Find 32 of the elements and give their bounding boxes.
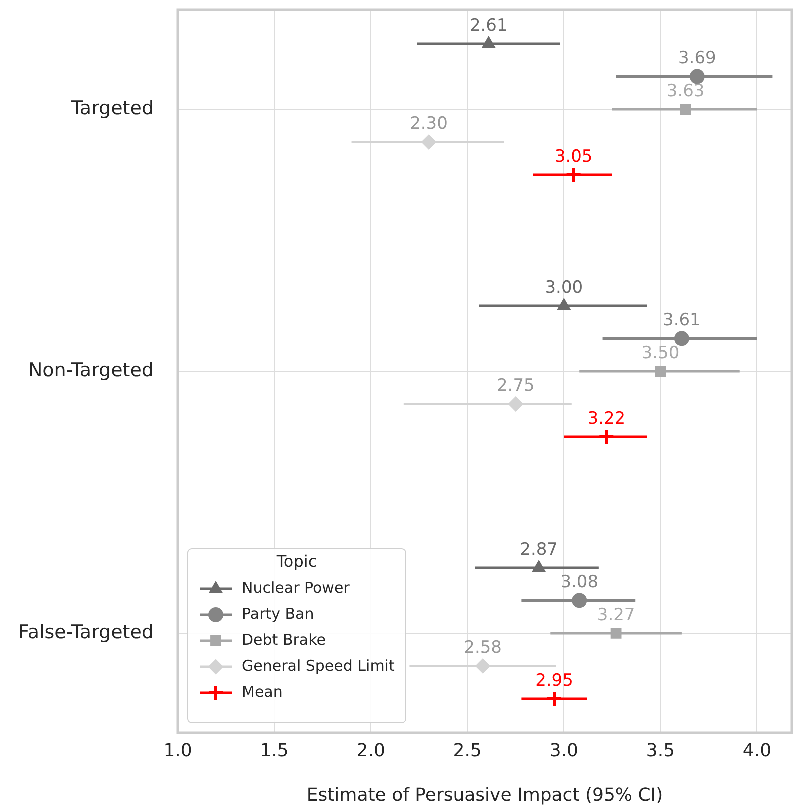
x-tick-label: 1.0: [164, 740, 192, 762]
x-tick-label: 2.0: [356, 740, 386, 762]
data-label: 3.50: [642, 343, 680, 364]
legend-label: Party Ban: [242, 604, 314, 623]
data-label: 2.87: [520, 540, 558, 560]
data-label: 3.22: [588, 408, 626, 429]
data-label: 2.61: [470, 16, 508, 36]
x-tick-label: 3.5: [646, 740, 676, 762]
data-label: 3.05: [554, 146, 593, 167]
legend-label: Mean: [242, 682, 283, 701]
data-label: 2.30: [410, 114, 448, 134]
x-axis-title: Estimate of Persuasive Impact (95% CI): [306, 784, 664, 806]
data-label: 3.08: [560, 572, 599, 593]
x-tick-label: 4.0: [742, 740, 772, 762]
data-label: 2.95: [536, 670, 574, 691]
y-tick-label: Non-Targeted: [28, 359, 154, 382]
data-label: 3.63: [666, 81, 705, 102]
legend-label: Debt Brake: [242, 630, 326, 649]
x-tick-label: 1.5: [260, 740, 289, 762]
legend-label: General Speed Limit: [242, 656, 395, 675]
data-label: 3.61: [663, 310, 701, 331]
y-tick-label: Targeted: [70, 97, 154, 120]
data-label: 3.00: [545, 278, 584, 298]
x-tick-label: 3.0: [550, 740, 578, 762]
data-label: 3.69: [678, 48, 716, 69]
legend-title: Topic: [276, 552, 318, 572]
legend-label: Nuclear Power: [242, 578, 351, 597]
data-label: 2.58: [464, 638, 502, 658]
x-tick-label: 2.5: [453, 740, 482, 762]
data-label: 3.27: [597, 605, 636, 626]
data-label: 2.75: [496, 376, 535, 396]
y-tick-label: False-Targeted: [18, 621, 154, 644]
